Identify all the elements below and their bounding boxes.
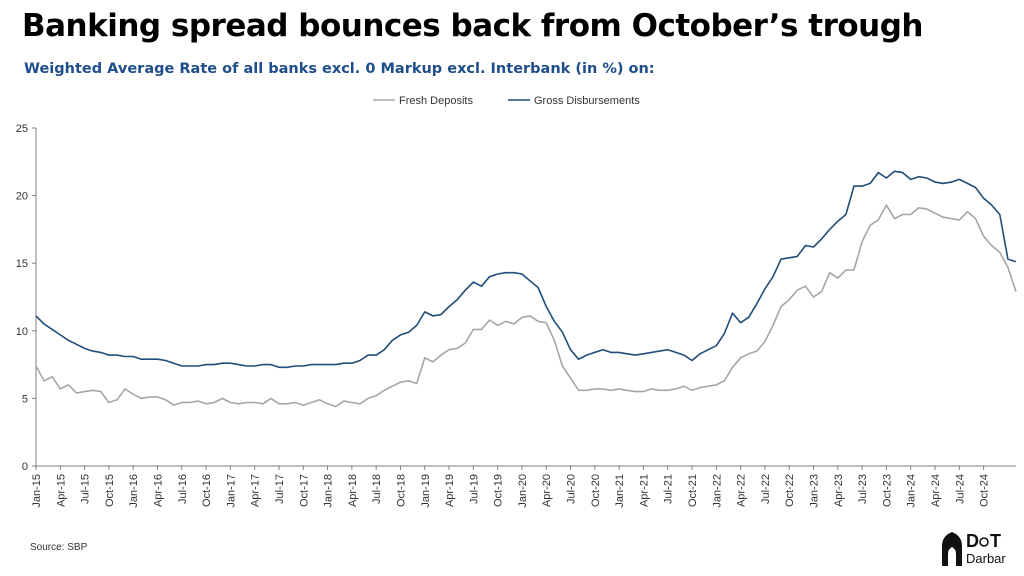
x-tick-label: Jan-22 (711, 474, 723, 508)
x-tick-label: Apr-19 (444, 474, 456, 507)
x-tick-label: Apr-23 (833, 474, 845, 507)
x-tick-label: Jan-18 (323, 474, 335, 508)
y-tick-label: 15 (16, 258, 28, 270)
x-tick-label: Oct-23 (881, 474, 893, 507)
x-tick-label: Jul-21 (663, 474, 675, 504)
legend: Fresh Deposits Gross Disbursements (373, 95, 640, 107)
x-tick-label: Apr-22 (736, 474, 748, 507)
x-tick-label: Jul-23 (857, 474, 869, 504)
y-tick-label: 20 (16, 191, 28, 203)
tick-labels: 0 5 10 15 20 25 Jan-15 Apr-15 Jul-15 Oct-15 Jan-16… (16, 123, 991, 508)
series-lines (35, 170, 1017, 408)
x-tick-label: Jan-24 (906, 474, 918, 508)
x-tick-label: Jul-22 (760, 474, 772, 504)
x-tick-label: Oct-19 (493, 474, 505, 507)
x-tick-label: Apr-20 (541, 474, 553, 507)
x-tick-label: Jan-16 (128, 474, 140, 508)
chart-title: Banking spread bounces back from October… (22, 8, 924, 44)
x-tick-label: Apr-15 (55, 474, 67, 507)
x-tick-label: Jul-16 (177, 474, 189, 504)
x-tick-label: Apr-21 (638, 474, 650, 507)
x-tick-label: Jan-19 (420, 474, 432, 508)
x-tick-label: Jul-17 (274, 474, 286, 504)
x-tick-label: Jan-17 (225, 474, 237, 508)
y-tick-label: 5 (22, 393, 28, 405)
svg-text:Darbar: Darbar (966, 551, 1006, 566)
series-line-gross-disbursements (35, 170, 1017, 369)
x-tick-label: Jul-24 (954, 474, 966, 504)
y-tick-label: 10 (16, 326, 28, 338)
x-tick-label: Oct-18 (395, 474, 407, 507)
x-tick-label: Apr-16 (152, 474, 164, 507)
x-tick-label: Oct-15 (104, 474, 116, 507)
svg-text:T: T (990, 531, 1001, 551)
svg-text:D: D (966, 531, 979, 551)
x-tick-label: Oct-24 (979, 474, 991, 507)
x-tick-label: Apr-17 (250, 474, 262, 507)
chart-subtitle: Weighted Average Rate of all banks excl.… (24, 61, 655, 77)
dot-darbar-logo: D T Darbar (940, 528, 1016, 568)
x-tick-label: Jul-15 (80, 474, 92, 504)
x-tick-label: Jan-20 (517, 474, 529, 508)
x-tick-label: Jan-21 (614, 474, 626, 508)
x-tick-label: Oct-21 (687, 474, 699, 507)
logo-icon: D T Darbar (942, 531, 1006, 566)
x-tick-label: Apr-18 (347, 474, 359, 507)
legend-label-gross-disbursements: Gross Disbursements (534, 95, 640, 107)
x-tick-label: Jul-19 (468, 474, 480, 504)
axes (32, 127, 1016, 470)
x-tick-label: Oct-16 (201, 474, 213, 507)
legend-label-fresh-deposits: Fresh Deposits (399, 95, 473, 107)
x-tick-label: Jan-15 (31, 474, 43, 508)
series-line-fresh-deposits (35, 204, 1017, 408)
x-tick-label: Oct-20 (590, 474, 602, 507)
x-tick-label: Jul-18 (371, 474, 383, 504)
x-tick-label: Jan-23 (809, 474, 821, 508)
x-tick-label: Oct-22 (784, 474, 796, 507)
x-tick-label: Oct-17 (298, 474, 310, 507)
source-note: Source: SBP (30, 542, 88, 553)
y-tick-label: 25 (16, 123, 28, 135)
x-tick-label: Apr-24 (930, 474, 942, 507)
y-tick-label: 0 (22, 461, 28, 473)
x-tick-label: Jul-20 (566, 474, 578, 504)
